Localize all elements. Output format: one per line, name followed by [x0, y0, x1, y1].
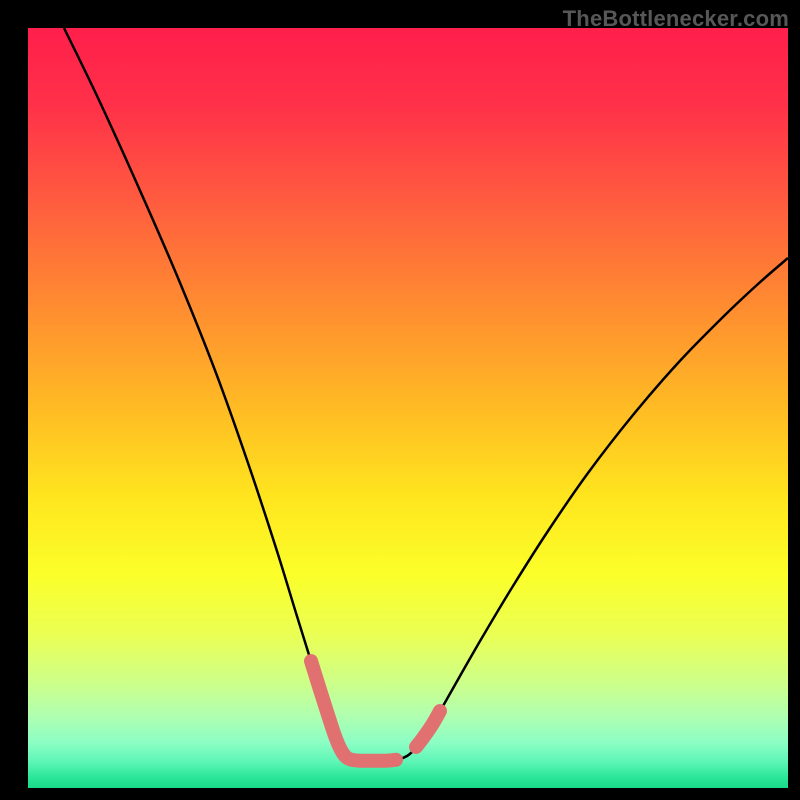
chart-background — [28, 28, 788, 788]
chart-svg — [28, 28, 788, 788]
attribution-text: TheBottlenecker.com — [563, 6, 789, 32]
